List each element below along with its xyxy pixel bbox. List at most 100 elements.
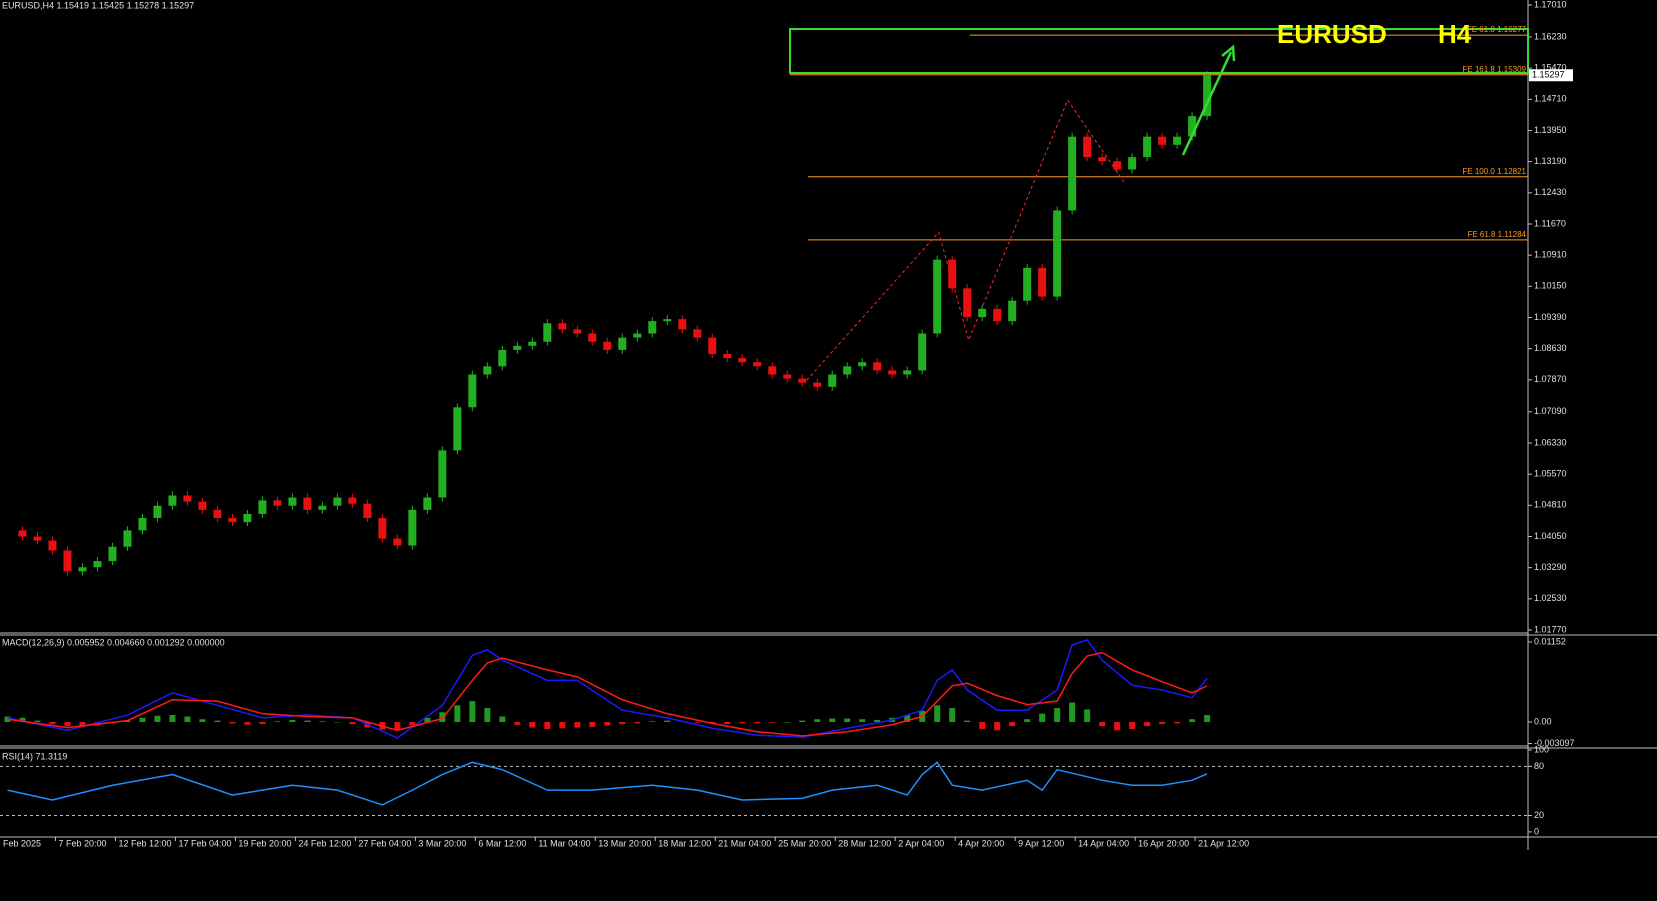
candle-body <box>678 319 687 330</box>
histogram-bar <box>304 720 311 723</box>
candle-body <box>843 366 852 375</box>
y-tick-label: 1.05570 <box>1534 469 1567 479</box>
indicator-line <box>7 761 1208 806</box>
histogram-bar <box>274 721 281 723</box>
histogram-bar <box>154 715 161 723</box>
candle-body <box>363 503 372 519</box>
y-tick-label: 1.17010 <box>1534 0 1567 9</box>
histogram-bar <box>1009 722 1016 727</box>
candle-body <box>798 378 807 383</box>
candle-body <box>768 366 777 375</box>
y-tick-label: 1.11670 <box>1534 218 1566 228</box>
candle-body <box>123 530 132 547</box>
histogram-bar <box>319 721 326 723</box>
histogram-bar <box>1204 715 1211 723</box>
histogram-bar <box>994 722 1001 731</box>
histogram-bar <box>904 715 911 723</box>
y-tick-label: 1.07870 <box>1534 374 1567 384</box>
x-tick-label: 6 Mar 12:00 <box>478 838 526 848</box>
y-tick-label: 1.13950 <box>1534 125 1567 135</box>
candle-body <box>588 333 597 342</box>
y-tick-label: 0.01152 <box>1534 636 1566 646</box>
y-tick-label: 1.16230 <box>1534 31 1567 41</box>
candle-body <box>1083 136 1092 158</box>
candle-body <box>1098 157 1107 162</box>
histogram-bar <box>1054 708 1061 723</box>
candle-body <box>828 374 837 387</box>
candle-body <box>63 550 72 572</box>
candle-body <box>243 513 252 523</box>
candle-body <box>873 362 882 371</box>
candle-body <box>1173 136 1182 145</box>
histogram-bar <box>424 717 431 723</box>
histogram-bar <box>724 722 731 725</box>
y-tick-label: 100 <box>1534 744 1549 754</box>
candle-body <box>498 349 507 367</box>
histogram-bar <box>199 719 206 723</box>
candle-body <box>813 382 822 387</box>
x-tick-label: 13 Mar 20:00 <box>598 838 651 848</box>
candle-body <box>78 567 87 572</box>
histogram-bar <box>739 722 746 724</box>
candle-body <box>93 561 102 568</box>
candle-body <box>633 333 642 338</box>
histogram-bar <box>949 708 956 723</box>
histogram-bar <box>589 722 596 727</box>
x-tick-label: 17 Feb 04:00 <box>178 838 231 848</box>
x-tick-label: 25 Mar 20:00 <box>778 838 831 848</box>
histogram-bar <box>754 722 761 724</box>
histogram-bar <box>934 705 941 723</box>
y-tick-label: 1.06330 <box>1534 437 1567 447</box>
fe-level-label: FE 61.8 1.16277 <box>1467 25 1527 34</box>
last-price-label: 1.15297 <box>1532 70 1565 80</box>
candle-body <box>333 497 342 506</box>
candle-body <box>18 530 27 537</box>
histogram-bar <box>409 722 416 726</box>
histogram-bar <box>1069 702 1076 723</box>
macd-header: MACD(12,26,9) 0.005952 0.004660 0.001292… <box>2 637 225 647</box>
x-tick-label: 11 Mar 04:00 <box>538 838 590 848</box>
rsi-header: RSI(14) 71.3119 <box>2 751 67 761</box>
candle-body <box>288 497 297 506</box>
histogram-bar <box>604 722 611 726</box>
histogram-bar <box>499 716 506 723</box>
x-tick-label: 28 Mar 12:00 <box>838 838 891 848</box>
y-tick-label: 1.07090 <box>1534 406 1567 416</box>
candle-body <box>423 497 432 510</box>
candle-body <box>348 497 357 504</box>
candle-body <box>723 353 732 359</box>
histogram-bar <box>844 718 851 723</box>
histogram-bar <box>184 716 191 723</box>
x-tick-label: 27 Feb 04:00 <box>358 838 411 848</box>
histogram-bar <box>1189 719 1196 723</box>
fe-level-label: FE 61.8 1.11284 <box>1467 230 1526 239</box>
candle-body <box>1023 267 1032 301</box>
y-tick-label: 20 <box>1534 810 1544 820</box>
x-tick-label: 7 Feb 20:00 <box>58 838 106 848</box>
fe-zigzag <box>806 99 1126 381</box>
candle-body <box>108 546 117 562</box>
histogram-bar <box>634 722 641 724</box>
histogram-bar <box>484 708 491 723</box>
histogram-bar <box>799 720 806 723</box>
candle-body <box>1188 116 1197 137</box>
candle-body <box>378 518 387 539</box>
y-tick-label: 1.10910 <box>1534 250 1567 260</box>
symbol-title: EURUSD <box>1277 19 1387 49</box>
price-header: EURUSD,H4 1.15419 1.15425 1.15278 1.1529… <box>2 0 194 10</box>
x-tick-label: 2 Apr 04:00 <box>898 838 944 848</box>
candle-body <box>933 259 942 334</box>
histogram-bar <box>619 722 626 725</box>
histogram-bar <box>874 719 881 723</box>
candle-body <box>48 540 57 551</box>
candle-body <box>153 505 162 519</box>
y-tick-label: -0.003097 <box>1534 738 1575 748</box>
candle-body <box>648 321 657 334</box>
candle-body <box>753 362 762 367</box>
candle-body <box>858 362 867 367</box>
histogram-bar <box>19 717 26 723</box>
candle-body <box>903 370 912 375</box>
histogram-bar <box>1174 722 1181 724</box>
histogram-bar <box>574 722 581 728</box>
y-tick-label: 80 <box>1534 761 1544 771</box>
